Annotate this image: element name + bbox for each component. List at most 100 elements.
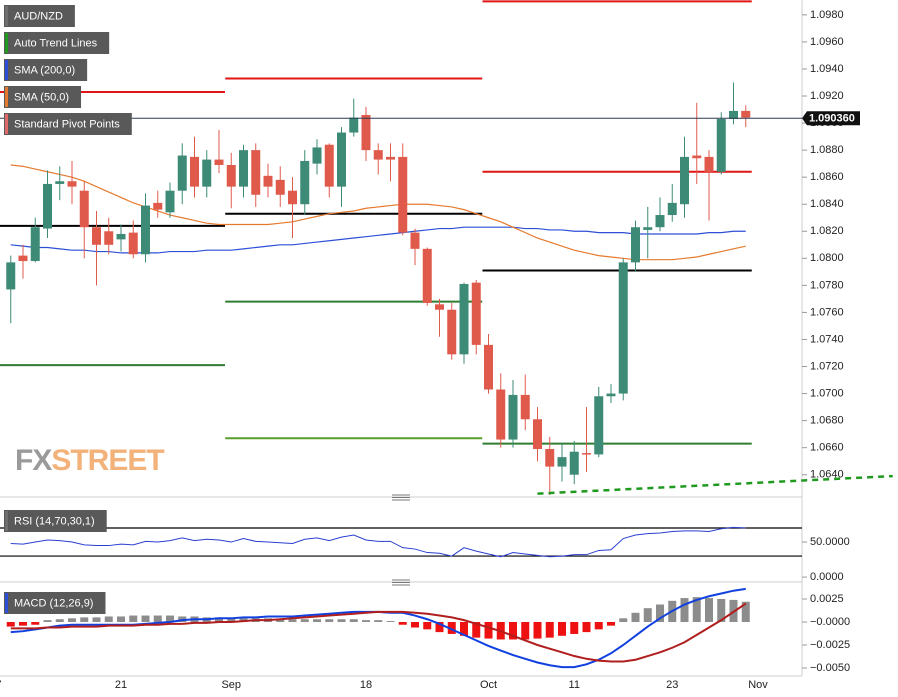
y-tick-label: 1.0800	[810, 252, 844, 264]
histogram-bar	[227, 618, 236, 622]
histogram-bar	[435, 621, 444, 633]
y-tick-label: 1.0700	[810, 387, 844, 399]
x-tick-label: Nov	[748, 679, 768, 691]
signal-line	[10, 602, 747, 663]
candle-body	[631, 227, 640, 263]
legend-label: Auto Trend Lines	[14, 37, 98, 49]
legend-label: MACD (12,26,9)	[14, 597, 93, 609]
candle-body	[349, 117, 359, 133]
histogram-bar	[533, 621, 542, 639]
candle-body	[704, 156, 714, 172]
watermark-part: STREET	[51, 444, 164, 477]
candle-body	[6, 262, 16, 290]
legend-swatch	[5, 60, 8, 80]
x-tick-label: Sep	[221, 679, 241, 691]
y-tick-label: 1.0880	[810, 144, 844, 156]
candle-body	[508, 394, 518, 440]
legend-box	[4, 113, 132, 135]
y-tick-label: 1.0660	[810, 442, 844, 454]
y-tick-label: 1.0840	[810, 198, 844, 210]
histogram-bar	[447, 621, 456, 634]
histogram-bar	[215, 617, 223, 622]
candle-body	[680, 156, 689, 205]
candle-body	[557, 457, 567, 467]
legend-box	[4, 86, 82, 108]
legend-swatch	[5, 593, 8, 613]
histogram-bar	[594, 621, 603, 630]
candle-body	[496, 389, 506, 440]
histogram-bar	[288, 619, 297, 622]
x-tick-label: 7	[0, 679, 2, 691]
legend-swatch	[5, 33, 8, 53]
trend-line	[537, 474, 893, 495]
y-tick-label: 1.0920	[810, 90, 844, 102]
candle-body	[312, 147, 322, 164]
histogram-bar	[509, 621, 517, 640]
resize-handle[interactable]	[392, 579, 410, 586]
y-tick-label: 1.0820	[810, 225, 844, 237]
legend-swatch	[5, 114, 8, 134]
legend-label: AUD/NZD	[14, 10, 63, 22]
candle-body	[741, 110, 751, 118]
histogram-bar	[484, 621, 493, 639]
candle-body	[618, 262, 628, 394]
candle-body	[655, 215, 665, 228]
y-tick-label: −0.0000	[810, 616, 850, 628]
candle-body	[582, 453, 591, 455]
resize-handle[interactable]	[392, 494, 410, 501]
histogram-bar	[631, 612, 640, 622]
histogram-bar	[117, 616, 125, 622]
histogram-bar	[362, 620, 370, 622]
legend-label: SMA (50,0)	[14, 91, 69, 103]
legend-box	[4, 32, 110, 54]
x-tick-label: Oct	[480, 679, 497, 691]
legend-box	[4, 592, 106, 614]
histogram-bar	[104, 616, 113, 622]
candle-body	[435, 304, 444, 310]
x-tick-label: 21	[115, 679, 127, 691]
candle-body	[716, 119, 726, 172]
candle-body	[190, 156, 199, 187]
histogram-bar	[656, 604, 664, 622]
legend-box	[4, 59, 88, 81]
histogram-bar	[558, 621, 566, 636]
histogram-bar	[692, 597, 701, 622]
histogram-bar	[141, 615, 150, 622]
x-tick-label: 11	[569, 679, 580, 691]
legend-box	[4, 510, 107, 532]
histogram-bar	[325, 619, 334, 622]
candle-body	[373, 150, 383, 160]
y-tick-label: 1.0980	[810, 9, 844, 21]
histogram-bar	[411, 621, 419, 628]
histogram-bar	[705, 598, 713, 622]
histogram-bar	[680, 598, 689, 622]
candle-body	[43, 183, 52, 229]
histogram-bar	[374, 620, 383, 622]
candle-body	[422, 248, 432, 303]
candle-body	[79, 190, 89, 228]
legend-box	[4, 5, 75, 27]
candle-body	[361, 114, 371, 151]
legend-swatch	[5, 511, 8, 531]
histogram-bar	[472, 621, 481, 638]
histogram-bar	[80, 617, 89, 622]
y-tick-label: 1.0720	[810, 360, 844, 372]
candle-body	[545, 449, 555, 467]
candle-body	[177, 155, 187, 191]
candle-body	[30, 227, 40, 262]
candle-body	[471, 282, 481, 345]
candle-body	[141, 205, 150, 255]
candle-body	[92, 227, 101, 245]
legend-label: RSI (14,70,30,1)	[14, 515, 95, 527]
y-tick-label: 1.0940	[810, 63, 844, 75]
candle-body	[55, 181, 65, 184]
candle-body	[692, 155, 702, 159]
candle-body	[398, 156, 408, 233]
last-price-tag	[802, 111, 860, 126]
candle-body	[67, 181, 77, 187]
histogram-bar	[129, 615, 138, 622]
histogram-bar	[68, 618, 76, 622]
histogram-bar	[582, 621, 591, 633]
histogram-bar	[643, 608, 652, 622]
histogram-bar	[741, 601, 750, 622]
